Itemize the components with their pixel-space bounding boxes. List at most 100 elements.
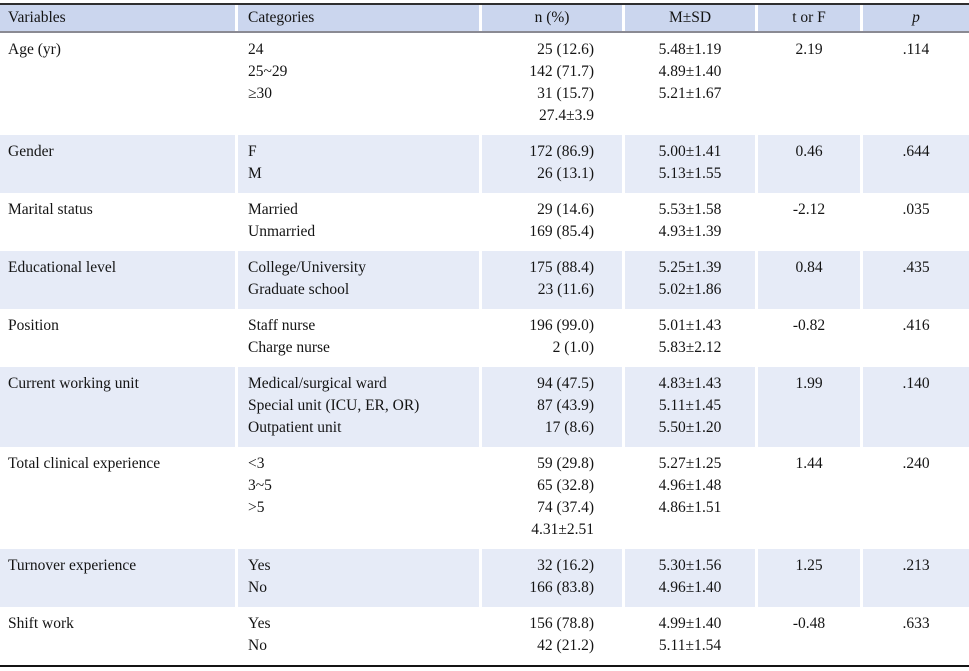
cell-mean-sd: 5.27±1.25 4.96±1.48 4.86±1.51 [625,447,755,549]
category-line: Medical/surgical ward [248,375,387,392]
category-line: ≥30 [248,85,273,102]
cell-variable: Age (yr) [0,33,235,135]
cell-t-or-f: 0.84 [758,251,860,309]
cell-t-or-f: -0.82 [758,309,860,367]
cell-variable: Turnover experience [0,549,235,607]
n-percent-line: 175 (88.4) [529,259,594,276]
cell-t-or-f: 1.44 [758,447,860,549]
n-percent-line: 4.31±2.51 [531,521,594,538]
mean-sd-line: 5.25±1.39 [658,259,722,276]
cell-categories: 24 25~29 ≥30 [238,33,479,135]
n-percent-line: 27.4±3.9 [538,107,594,124]
variable-label: Position [8,317,59,334]
cell-categories: Married Unmarried [238,193,479,251]
cell-t-or-f: 1.25 [758,549,860,607]
mean-sd-line: 5.02±1.86 [658,281,722,298]
n-percent-line: 29 (14.6) [537,201,594,218]
variable-label: Marital status [8,201,93,218]
variable-label: Total clinical experience [8,455,161,472]
category-line: Charge nurse [248,339,330,356]
cell-categories: <3 3~5 >5 [238,447,479,549]
table-row: Current working unit Medical/surgical war… [0,367,969,447]
category-line: Special unit (ICU, ER, OR) [248,397,420,414]
cell-n-percent: 175 (88.4) 23 (11.6) [482,251,622,309]
mean-sd-line: 4.96±1.40 [658,579,722,596]
mean-sd-line: 5.30±1.56 [658,557,722,574]
cell-p-value: .416 [863,309,969,367]
cell-mean-sd: 4.99±1.40 5.11±1.54 [625,607,755,665]
n-percent-line: 26 (13.1) [537,165,594,182]
mean-sd-line: 5.50±1.20 [658,419,722,436]
variable-label: Age (yr) [8,41,61,58]
header-cell-p-value: p [863,5,969,31]
variable-label: Shift work [8,615,74,632]
p-value: .035 [902,201,930,218]
n-percent-line: 17 (8.6) [544,419,594,436]
mean-sd-line: 4.96±1.48 [658,477,722,494]
cell-t-or-f: 1.99 [758,367,860,447]
table-row: Marital status Married Unmarried 29 (14.6) 1… [0,193,969,251]
n-percent-line: 142 (71.7) [529,63,594,80]
cell-p-value: .213 [863,549,969,607]
variable-label: Turnover experience [8,557,137,574]
cell-variable: Current working unit [0,367,235,447]
cell-variable: Marital status [0,193,235,251]
t-or-f-value: 2.19 [795,41,823,58]
mean-sd-line: 4.89±1.40 [658,63,722,80]
n-percent-line: 87 (43.9) [537,397,594,414]
table-row: Shift work Yes No 156 (78.8) 42 (21.2) 4.99±1… [0,607,969,665]
p-value: .213 [902,557,930,574]
table-header-row: Variables Categories n (%) M±SD t or F p [0,5,969,33]
mean-sd-line: 4.86±1.51 [658,499,722,516]
cell-p-value: .633 [863,607,969,665]
header-cell-mean-sd: M±SD [625,5,755,31]
variable-label: Current working unit [8,375,139,392]
variable-label: Educational level [8,259,117,276]
cell-p-value: .140 [863,367,969,447]
mean-sd-line: 4.99±1.40 [658,615,722,632]
cell-n-percent: 25 (12.6) 142 (71.7) 31 (15.7) 27.4±3.9 [482,33,622,135]
mean-sd-line: 5.13±1.55 [658,165,722,182]
cell-mean-sd: 5.30±1.56 4.96±1.40 [625,549,755,607]
cell-p-value: .240 [863,447,969,549]
cell-t-or-f: 2.19 [758,33,860,135]
cell-p-value: .114 [863,33,969,135]
category-line: Unmarried [248,223,316,240]
cell-mean-sd: 5.53±1.58 4.93±1.39 [625,193,755,251]
n-percent-line: 31 (15.7) [537,85,594,102]
p-value: .435 [902,259,930,276]
t-or-f-value: 1.44 [795,455,823,472]
n-percent-line: 32 (16.2) [537,557,594,574]
p-value: .644 [902,143,930,160]
n-percent-line: 74 (37.4) [537,499,594,516]
n-percent-line: 23 (11.6) [537,281,594,298]
category-line: College/University [248,259,366,276]
category-line: No [248,579,267,596]
category-line: F [248,143,257,160]
p-value: .114 [902,41,930,58]
mean-sd-line: 5.27±1.25 [658,455,722,472]
cell-n-percent: 59 (29.8) 65 (32.8) 74 (37.4) 4.31±2.51 [482,447,622,549]
table-row: Position Staff nurse Charge nurse 196 (99.0… [0,309,969,367]
cell-p-value: .035 [863,193,969,251]
category-line: 25~29 [248,63,288,80]
mean-sd-line: 5.83±2.12 [658,339,722,356]
t-or-f-value: 1.25 [795,557,823,574]
header-cell-categories: Categories [238,5,479,31]
mean-sd-line: 5.00±1.41 [658,143,722,160]
cell-variable: Position [0,309,235,367]
n-percent-line: 25 (12.6) [537,41,594,58]
category-line: <3 [248,455,265,472]
cell-variable: Gender [0,135,235,193]
t-or-f-value: 0.46 [795,143,823,160]
cell-n-percent: 94 (47.5) 87 (43.9) 17 (8.6) [482,367,622,447]
variable-label: Gender [8,143,54,160]
cell-categories: Yes No [238,549,479,607]
cell-t-or-f: -2.12 [758,193,860,251]
mean-sd-line: 5.11±1.45 [658,397,722,414]
n-percent-line: 196 (99.0) [529,317,594,334]
cell-variable: Total clinical experience [0,447,235,549]
p-value: .140 [902,375,930,392]
table-body: Age (yr) 24 25~29 ≥30 25 (12.6) 142 (71.7) 31 … [0,33,969,665]
